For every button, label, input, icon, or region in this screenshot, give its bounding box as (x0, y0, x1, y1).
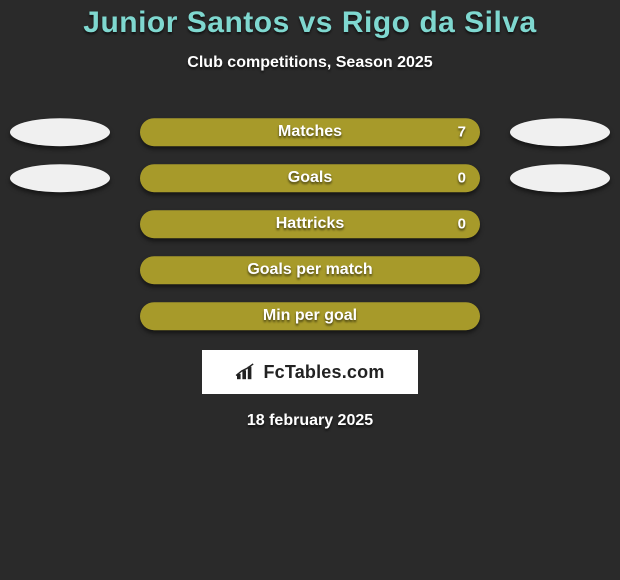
date-label: 18 february 2025 (0, 412, 620, 430)
bar-chart-icon (235, 363, 257, 381)
stat-bar: Goals per match (140, 256, 480, 284)
stat-label: Matches (278, 123, 342, 141)
subtitle: Club competitions, Season 2025 (0, 54, 620, 72)
stat-value-right: 0 (458, 170, 466, 187)
stat-bar: Goals 0 (140, 164, 480, 192)
left-ellipse (10, 118, 110, 146)
comparison-infographic: Junior Santos vs Rigo da Silva Club comp… (0, 0, 620, 580)
stat-row: Min per goal (0, 296, 620, 342)
stat-row: Matches 7 (0, 112, 620, 158)
left-ellipse (10, 164, 110, 192)
stat-label: Min per goal (263, 307, 357, 325)
stat-value-right: 0 (458, 216, 466, 233)
logo-text: FcTables.com (263, 362, 384, 383)
stat-row: Goals per match (0, 250, 620, 296)
right-ellipse (510, 118, 610, 146)
stat-rows: Matches 7 Goals 0 Hattricks 0 Goals per match M… (0, 112, 620, 342)
stat-bar: Min per goal (140, 302, 480, 330)
stat-label: Hattricks (276, 215, 344, 233)
page-title: Junior Santos vs Rigo da Silva (0, 6, 620, 40)
stat-row: Goals 0 (0, 158, 620, 204)
stat-bar: Matches 7 (140, 118, 480, 146)
stat-bar: Hattricks 0 (140, 210, 480, 238)
right-ellipse (510, 164, 610, 192)
stat-label: Goals per match (247, 261, 372, 279)
stat-label: Goals (288, 169, 332, 187)
logo-box: FcTables.com (202, 350, 418, 394)
stat-value-right: 7 (458, 124, 466, 141)
stat-row: Hattricks 0 (0, 204, 620, 250)
